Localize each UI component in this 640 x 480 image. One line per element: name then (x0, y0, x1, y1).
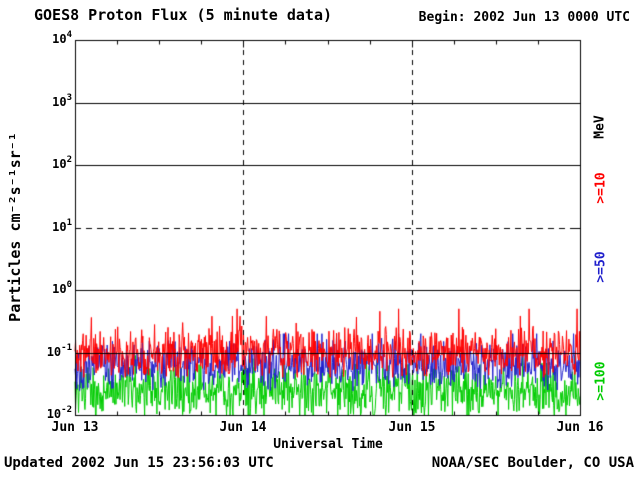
chart-title: GOES8 Proton Flux (5 minute data) (34, 6, 333, 24)
x-tick-jun13: Jun 13 (51, 420, 99, 435)
y-tick-label: 10-1 (46, 342, 72, 359)
y-tick-label: 104 (52, 30, 72, 46)
y-tick-label: 10-2 (46, 405, 72, 421)
y-tick-label: 103 (52, 92, 72, 109)
updated-timestamp: Updated 2002 Jun 15 23:56:03 UTC (4, 455, 274, 471)
right-label-ge10: >=10 (593, 172, 609, 204)
right-label-ge50: >=50 (593, 251, 609, 283)
y-axis-title: Particles cm⁻²s⁻¹sr⁻¹ (6, 132, 24, 322)
begin-time-label: Begin: 2002 Jun 13 0000 UTC (418, 10, 630, 25)
y-tick-label: 101 (52, 217, 72, 234)
source-credit: NOAA/SEC Boulder, CO USA (431, 455, 634, 471)
x-axis-title: Universal Time (273, 437, 383, 452)
right-label-mev: MeV (592, 115, 608, 139)
right-label-ge100: >=100 (593, 361, 609, 401)
y-tick-label: 100 (52, 280, 72, 296)
y-tick-label: 102 (52, 155, 72, 171)
x-tick-jun14: Jun 14 (219, 420, 267, 435)
x-tick-jun16: Jun 16 (556, 420, 604, 435)
x-tick-jun15: Jun 15 (388, 420, 436, 435)
